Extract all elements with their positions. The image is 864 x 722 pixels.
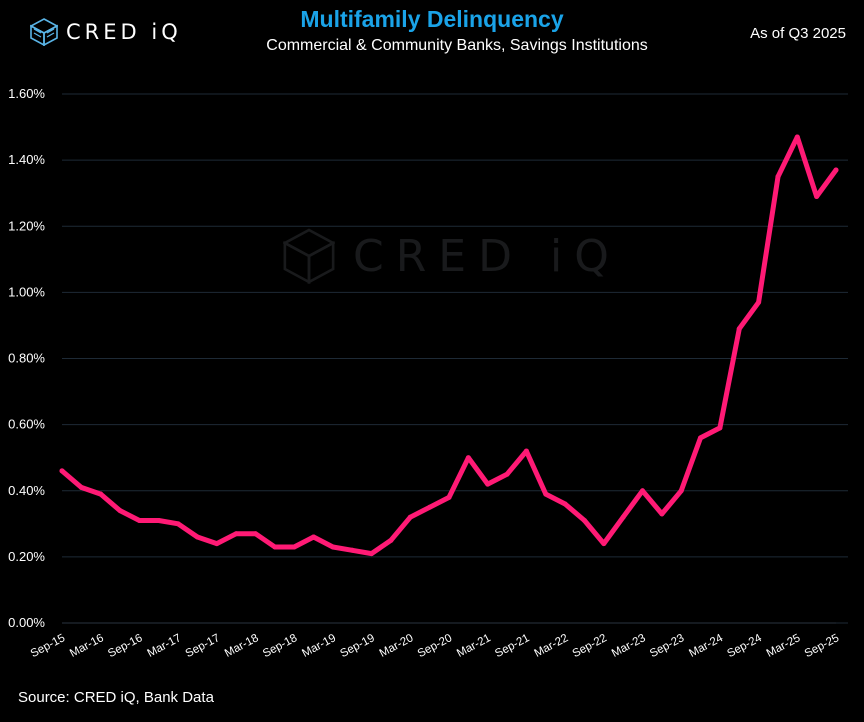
data-point (330, 544, 336, 550)
data-point (349, 547, 355, 553)
x-tick-label: Sep-20 (416, 632, 454, 660)
data-point (659, 511, 665, 517)
x-tick-label: Sep-17 (184, 632, 222, 660)
y-tick-label: 0.00% (8, 615, 45, 630)
data-point (253, 531, 258, 537)
x-tick-label: Sep-15 (29, 632, 67, 660)
data-point (427, 504, 433, 510)
y-tick-label: 1.00% (8, 284, 45, 299)
y-tick-label: 1.40% (8, 152, 45, 167)
y-tick-label: 1.20% (8, 218, 45, 233)
y-tick-label: 0.60% (8, 417, 45, 432)
source-note: Source: CRED iQ, Bank Data (18, 689, 214, 706)
data-point (59, 468, 65, 474)
as-of-date: As of Q3 2025 (750, 25, 846, 42)
data-point (175, 521, 181, 527)
data-point (136, 518, 142, 524)
data-point (504, 471, 510, 477)
data-point (581, 518, 587, 524)
data-point (98, 491, 104, 497)
data-point (156, 518, 162, 524)
data-point (194, 534, 200, 540)
data-point (736, 326, 742, 332)
data-point (562, 501, 568, 507)
x-tick-label: Sep-21 (493, 632, 531, 660)
y-tick-label: 0.20% (8, 549, 45, 564)
data-point (794, 134, 800, 140)
x-tick-label: Sep-23 (648, 632, 686, 660)
data-point (543, 491, 549, 497)
x-tick-label: Mar-19 (300, 632, 338, 660)
brand-logo: CRED iQ (30, 18, 182, 46)
x-tick-label: Mar-24 (687, 632, 725, 660)
x-tick-label: Mar-21 (455, 632, 493, 660)
x-tick-label: Mar-20 (378, 632, 416, 660)
watermark-cube-icon (283, 228, 335, 284)
cube-logo-icon (30, 18, 58, 46)
chart-subtitle: Commercial & Community Banks, Savings In… (266, 37, 648, 54)
y-tick-label: 1.60% (8, 86, 45, 101)
y-tick-label: 0.80% (8, 351, 45, 366)
y-tick-label: 0.40% (8, 483, 45, 498)
x-tick-label: Mar-22 (532, 632, 570, 660)
data-point (291, 544, 297, 550)
x-tick-label: Sep-19 (338, 632, 376, 660)
chart-title: Multifamily Delinquency (300, 6, 564, 32)
data-point (640, 488, 645, 494)
x-tick-label: Sep-24 (725, 632, 764, 660)
x-tick-label: Mar-16 (68, 632, 106, 660)
data-point (214, 541, 220, 547)
data-point (311, 534, 317, 540)
data-point (465, 455, 471, 461)
watermark: CRED iQ (283, 228, 621, 284)
data-point (369, 551, 375, 557)
data-point (678, 488, 684, 494)
data-point (407, 514, 413, 520)
x-tick-label: Sep-16 (106, 632, 144, 660)
x-tick-label: Mar-25 (765, 632, 803, 660)
data-point (775, 174, 781, 180)
data-point (601, 541, 607, 547)
data-point (833, 167, 839, 173)
data-point (117, 508, 123, 514)
brand-name: CRED iQ (66, 20, 182, 44)
watermark-text: CRED iQ (353, 230, 621, 282)
x-tick-label: Mar-23 (610, 632, 648, 660)
data-point (233, 531, 239, 537)
data-point (523, 448, 529, 454)
x-tick-label: Mar-17 (145, 632, 183, 660)
data-point (446, 494, 452, 500)
data-point (756, 299, 762, 305)
data-point (814, 193, 820, 199)
x-tick-label: Mar-18 (223, 632, 261, 660)
data-point (620, 514, 626, 520)
x-tick-label: Sep-25 (803, 632, 841, 660)
data-point (698, 435, 704, 441)
data-point (78, 484, 84, 490)
data-point (717, 425, 723, 431)
data-point (485, 481, 491, 487)
x-tick-label: Sep-18 (261, 632, 299, 660)
data-point (272, 544, 278, 550)
data-point (388, 537, 394, 543)
x-tick-label: Sep-22 (571, 632, 609, 660)
